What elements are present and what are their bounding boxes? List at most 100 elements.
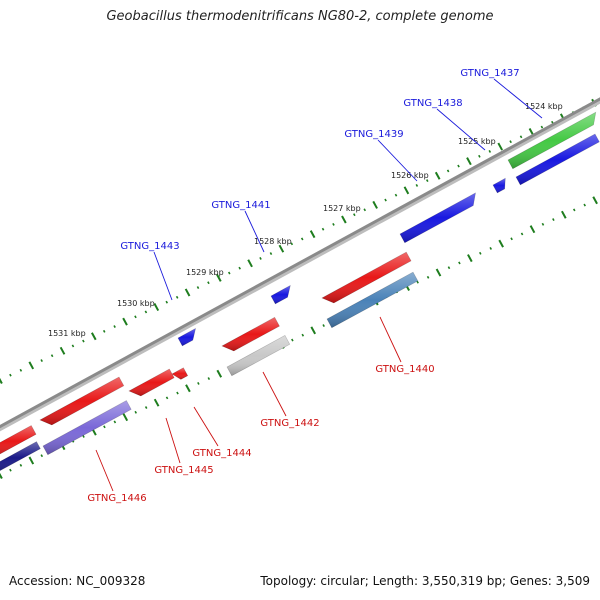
gene-GTNG_1444[interactable] [171,367,189,380]
tick-mark [82,435,85,438]
gene-GTNG_1440[interactable] [326,271,419,329]
gene-GTNG_1443[interactable] [177,327,197,347]
accession-text: Accession: NC_009328 [9,574,146,588]
tick-mark [196,286,200,290]
gene-GTNG_1437[interactable] [507,111,597,170]
tick-mark [322,324,325,328]
tick-mark [278,244,285,253]
tick-mark [467,254,473,263]
tick-mark [90,332,97,341]
tick-mark [434,171,441,180]
label-layer: GTNG_1437 GTNG_1438 GTNG_1439 GTNG_1440 GTNG… [87,68,543,504]
tick-mark [184,288,191,297]
tick-mark [552,218,555,221]
red-gene-1[interactable] [39,376,125,426]
tick-mark [479,251,482,255]
tick-mark [435,268,442,277]
tick-mark [216,369,223,378]
edge-red-gene[interactable] [0,425,37,457]
tick-mark [122,413,129,422]
gene-label-GTNG_1437[interactable]: GTNG_1437 [460,68,543,119]
tick-mark [238,266,241,270]
tick-mark [28,361,35,370]
gene-label-GTNG_1440[interactable]: GTNG_1440 [375,316,435,375]
tick-mark [384,198,387,202]
gene-label-GTNG_1439[interactable]: GTNG_1439 [344,129,418,182]
tick-mark [300,237,304,241]
tick-mark [134,410,138,414]
tick-mark [247,259,253,268]
tick-mark [520,232,524,236]
tick-mark [497,142,504,151]
tick-mark [426,275,430,279]
gene-label-GTNG_1446[interactable]: GTNG_1446 [87,449,147,504]
tick-mark [102,329,106,333]
gene-GTNG_1446[interactable] [42,400,132,456]
tick-mark [425,179,429,183]
genome-summary-text: Topology: circular; Length: 3,550,319 bp… [260,574,590,588]
gene-label-GTNG_1442[interactable]: GTNG_1442 [260,371,320,429]
tick-mark [113,325,116,328]
tick-mark [50,354,54,358]
gene-label-text: GTNG_1438 [403,98,462,109]
tick-mark [529,225,536,234]
tick-mark [416,280,419,284]
tick-mark [269,252,273,255]
inner-tick-track [0,196,598,479]
gene-label-GTNG_1438[interactable]: GTNG_1438 [403,98,486,151]
tick-mark [341,215,347,224]
tick-mark [176,391,179,395]
gene-label-GTNG_1441[interactable]: GTNG_1441 [211,200,271,253]
tick-label: 1527 kbp [323,204,361,213]
tick-mark [0,377,3,384]
red-gene-2[interactable] [221,316,280,352]
gene-label-GTNG_1445[interactable]: GTNG_1445 [154,417,214,476]
gene-GTNG_1439[interactable] [399,192,476,244]
gene-label-text: GTNG_1442 [260,418,319,429]
gene-GTNG_1445[interactable] [128,368,175,397]
gene-GTNG_1438[interactable] [492,177,506,194]
tick-mark [9,373,12,377]
tick-mark [583,203,586,207]
tick-mark [144,310,148,314]
tick-mark [489,247,493,250]
tick-label: 1529 kbp [186,268,224,277]
tick-mark [291,338,294,342]
tick-mark [498,239,504,248]
gene-GTNG_1441[interactable] [270,284,291,305]
map-title: Geobacillus thermodenitrificans NG80-2, … [106,9,494,24]
tick-mark [321,227,325,231]
tick-mark [165,396,169,400]
tick-mark [19,463,23,467]
tick-mark [403,186,410,195]
tick-mark [519,135,523,139]
outer-green-gene-adjacent[interactable] [515,133,600,186]
tick-mark [541,222,545,226]
tick-mark [309,230,316,239]
tick-mark [372,200,378,209]
tick-mark [207,377,211,381]
tick-mark [592,196,598,205]
tick-mark [509,140,512,144]
tick-mark [153,398,160,407]
tick-mark [457,164,460,168]
tick-mark [40,454,44,458]
tick-mark [28,456,35,465]
edge-navy-gene[interactable] [0,441,41,474]
outer-tick-track [0,98,597,384]
gene-label-GTNG_1444[interactable]: GTNG_1444 [192,406,252,459]
tick-mark [207,281,210,285]
tick-mark [197,381,200,385]
tick-mark [332,222,335,226]
tick-mark [9,468,12,472]
tick-mark [363,208,367,212]
red-gene-3[interactable] [321,251,412,304]
gene-label-text: GTNG_1439 [344,129,403,140]
gene-label-GTNG_1443[interactable]: GTNG_1443 [120,241,180,301]
gene-label-text: GTNG_1444 [192,448,251,459]
gene-GTNG_1442[interactable] [226,335,291,377]
tick-mark [113,420,117,424]
tick-mark [447,266,451,270]
tick-mark [134,315,137,319]
